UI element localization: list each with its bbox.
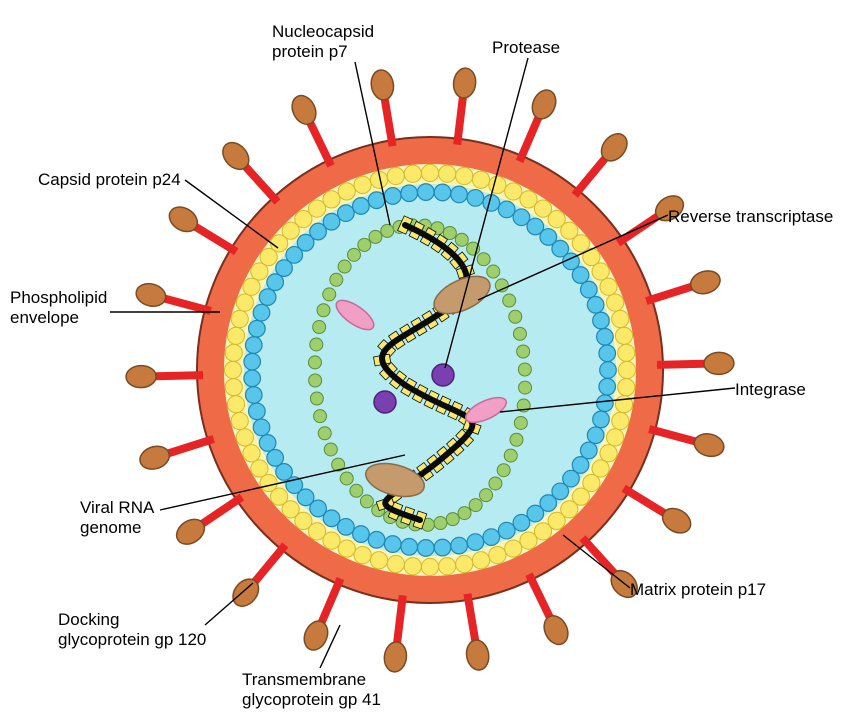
gp120-head xyxy=(137,443,172,473)
gp120-head xyxy=(300,617,332,653)
gp120-head xyxy=(540,612,573,649)
gp120-head xyxy=(528,86,560,122)
gp120-head xyxy=(126,365,156,388)
label-rt: Reverse transcriptase xyxy=(668,207,833,227)
label-capsid: Capsid protein p24 xyxy=(38,170,181,190)
gp120-head xyxy=(464,638,491,671)
label-nucleocapsid: Nucleocapsid protein p7 xyxy=(272,22,374,63)
label-matrix: Matrix protein p17 xyxy=(630,580,766,600)
gp120-head xyxy=(369,68,396,101)
gp120-head xyxy=(288,92,321,129)
gp120-head xyxy=(692,431,727,460)
label-envelope: Phospholipid envelope xyxy=(10,288,107,329)
gp120-head xyxy=(704,352,734,375)
gp120-head xyxy=(134,280,169,309)
gp120-head xyxy=(688,267,723,297)
label-genome: Viral RNA genome xyxy=(80,498,154,539)
label-gp41: Transmembrane glycoprotein gp 41 xyxy=(242,670,381,711)
gp120-head xyxy=(452,67,477,99)
label-protease: Protease xyxy=(492,38,560,58)
gp120-head xyxy=(383,641,408,673)
label-integrase: Integrase xyxy=(735,380,806,400)
leader-matrix xyxy=(563,535,630,588)
label-gp120: Docking glycoprotein gp 120 xyxy=(58,610,206,651)
